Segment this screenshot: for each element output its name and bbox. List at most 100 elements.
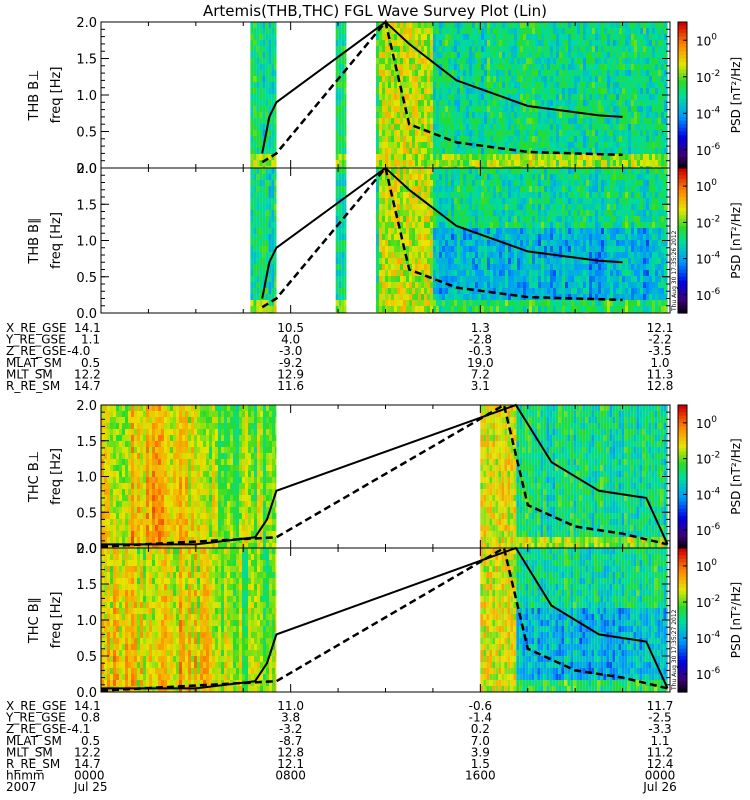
spectrogram-panel-1: 0.0 0.5 1.0 1.5 2.0 THB B⊥ freq [Hz] 100 10-2 10-… — [27, 16, 743, 177]
colorbar-tick-label: 10-4 — [696, 630, 721, 646]
ephemeris-row-label: 2007 — [6, 780, 37, 794]
colorbar-tick-label: 100 — [696, 558, 717, 574]
ephemeris-value: 1.1 — [81, 333, 100, 347]
colorbar-tick-label: 10-6 — [696, 666, 721, 682]
colorbar-tick-label: 10-4 — [696, 486, 721, 502]
panel-name-label: THB B∥ — [27, 217, 42, 264]
ephemeris-value: 4.0 — [281, 333, 300, 347]
ephemeris-value: -0.3 — [469, 344, 492, 358]
ephemeris-value: 3.8 — [281, 711, 300, 725]
ephemeris-value: 0.8 — [81, 711, 100, 725]
colorbar-tick-label: 10-2 — [696, 214, 720, 230]
ephemeris-value: -3.5 — [648, 344, 671, 358]
y-tick-label: 0.0 — [76, 162, 97, 177]
ephemeris-value: 19.0 — [467, 356, 494, 370]
ephemeris-value: 14.7 — [74, 379, 101, 393]
colorbar-tick-label: 10-6 — [696, 522, 721, 538]
colorbar-tick-label: 10-2 — [696, 451, 720, 467]
ephemeris-value: 0.5 — [81, 356, 100, 370]
ephemeris-value: -0.6 — [469, 699, 492, 713]
ephemeris-value: 12.1 — [277, 757, 304, 771]
colorbar: 100 10-2 10-4 10-6 PSD [nT²/Hz] — [677, 404, 743, 549]
panel-name-label: THB B⊥ — [27, 69, 42, 121]
ephemeris-row-label: MLT_SM — [6, 745, 53, 759]
ephemeris-value: -3.2 — [279, 722, 302, 736]
y-axis-label: freq [Hz] — [49, 448, 64, 505]
ephemeris-value: -8.7 — [279, 734, 302, 748]
colorbar-label: PSD [nT²/Hz] — [729, 582, 743, 658]
ephemeris-row-label: Y_RE_GSE — [5, 333, 66, 347]
panel-name-label: THC B∥ — [27, 597, 42, 644]
overplot-line-dashed — [100, 403, 668, 548]
ephemeris-row-label: X_RE_GSE — [6, 321, 67, 335]
y-tick-label: 1.5 — [76, 53, 97, 68]
colorbar-label: PSD [nT²/Hz] — [729, 57, 743, 133]
spectrogram-panel-4: 0.0 0.5 1.0 1.5 2.0 THC B∥ freq [Hz] 100 10-2 10-… — [27, 542, 743, 701]
y-tick-label: 0.5 — [76, 650, 97, 665]
colorbar-tick-label: 10-4 — [696, 251, 721, 267]
timestamp-stamp: Thu Aug 30 17:35:26 2012 — [671, 230, 678, 312]
colorbar-tick-label: 10-2 — [696, 69, 720, 85]
ephemeris-value: -4.1 — [67, 722, 90, 736]
ephemeris-value: -2.8 — [469, 333, 492, 347]
ephemeris-value: 11.7 — [647, 699, 674, 713]
ephemeris-row-label: MLAT_SM — [6, 734, 62, 748]
spectrogram-panel-2: 0.0 0.5 1.0 1.5 2.0 THB B∥ freq [Hz] 100 10-2 10-… — [27, 162, 743, 322]
y-tick-label: 0.0 — [76, 307, 97, 322]
ephemeris-table-1: X_RE_GSE 14.1 10.5 1.3 12.1 Y_RE_GSE 1.1 4.0 -2.… — [5, 321, 673, 393]
panel-name-label: THC B⊥ — [27, 451, 42, 503]
overplot-line-solid — [261, 20, 623, 154]
ephemeris-value: Jul 26 — [642, 780, 677, 794]
overplot-line-dashed — [100, 546, 668, 692]
plot-title: Artemis(THB,THC) FGL Wave Survey Plot (L… — [203, 2, 547, 20]
colorbar-tick-label: 100 — [696, 415, 717, 431]
y-tick-label: 1.5 — [76, 435, 97, 450]
ephemeris-value: 7.2 — [471, 367, 490, 381]
y-axis-label: freq [Hz] — [49, 592, 64, 649]
ephemeris-value: -1.4 — [469, 711, 492, 725]
overplot-line-dashed — [261, 165, 623, 309]
y-axis-label: freq [Hz] — [49, 212, 64, 269]
ephemeris-value: 11.3 — [647, 367, 674, 381]
ephemeris-value: 11.0 — [277, 699, 304, 713]
ephemeris-value: Jul 25 — [73, 780, 108, 794]
colorbar-tick-label: 10-6 — [696, 287, 721, 303]
y-tick-label: 1.0 — [76, 471, 97, 486]
ephemeris-value: 3.1 — [471, 379, 490, 393]
y-tick-label: 0.0 — [76, 542, 97, 557]
y-tick-label: 1.0 — [76, 614, 97, 629]
ephemeris-row-label: R_RE_SM — [6, 379, 60, 393]
ephemeris-value: 1.1 — [650, 734, 669, 748]
ephemeris-value: 0000 — [645, 769, 676, 783]
colorbar: 100 10-2 10-4 10-6 PSD [nT²/Hz] — [677, 547, 743, 693]
y-tick-label: 1.0 — [76, 235, 97, 250]
ephemeris-value: 14.1 — [74, 699, 101, 713]
ephemeris-value: 0.2 — [471, 722, 490, 736]
ephemeris-table-2: X_RE_GSE 14.1 11.0 -0.6 11.7 Y_RE_GSE 0.8 3.8 -1… — [5, 699, 677, 794]
colorbar-tick-label: 100 — [696, 178, 717, 194]
ephemeris-value: 12.8 — [277, 745, 304, 759]
ephemeris-value: 12.2 — [74, 367, 101, 381]
ephemeris-value: 1.0 — [650, 356, 669, 370]
ephemeris-value: 10.5 — [277, 321, 304, 335]
ephemeris-row-label: Z_RE_GSE — [6, 344, 67, 358]
ephemeris-value: 12.9 — [277, 367, 304, 381]
colorbar-tick-label: 100 — [696, 32, 717, 48]
ephemeris-row-label: MLT_SM — [6, 367, 53, 381]
ephemeris-value: -4.0 — [67, 344, 90, 358]
ephemeris-value: 14.7 — [74, 757, 101, 771]
ephemeris-value: 1600 — [465, 769, 496, 783]
ephemeris-row-label: hhmm — [6, 769, 45, 783]
ephemeris-value: -2.2 — [648, 333, 671, 347]
y-tick-label: 1.5 — [76, 198, 97, 213]
ephemeris-value: 12.1 — [647, 321, 674, 335]
y-tick-label: 2.0 — [76, 542, 97, 557]
ephemeris-value: -9.2 — [279, 356, 302, 370]
y-tick-label: 1.0 — [76, 89, 97, 104]
ephemeris-value: -2.5 — [648, 711, 671, 725]
ephemeris-value: 12.4 — [647, 757, 674, 771]
ephemeris-value: 11.2 — [647, 745, 674, 759]
ephemeris-value: 0800 — [275, 769, 306, 783]
colorbar: 100 10-2 10-4 10-6 PSD [nT²/Hz] — [677, 167, 743, 314]
